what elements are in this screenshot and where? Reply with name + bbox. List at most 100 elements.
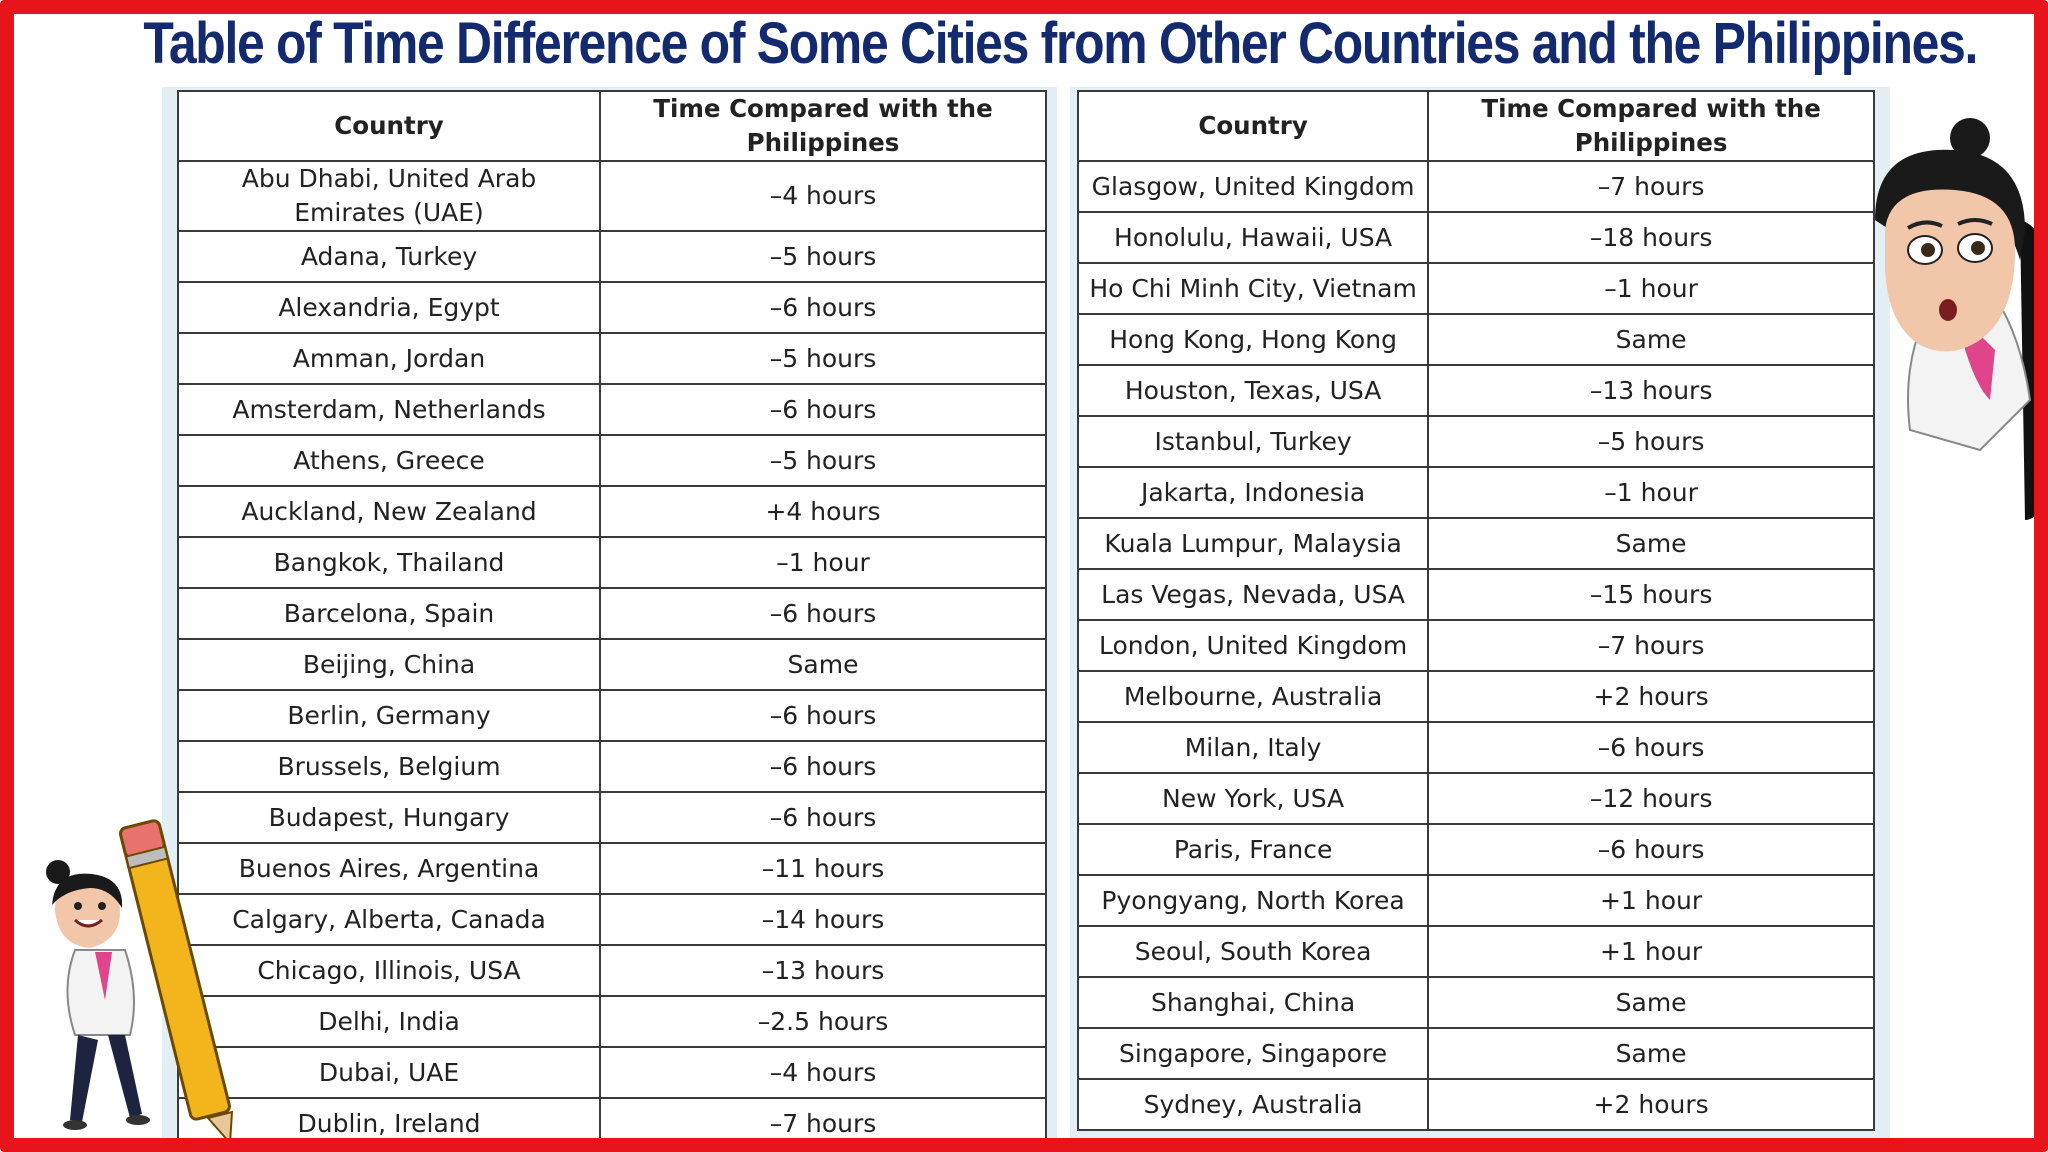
table-row: Hong Kong, Hong Kong Same (1076, 313, 1875, 366)
country-cell: Singapore, Singapore (1076, 1027, 1430, 1080)
time-difference-cell: +2 hours (1427, 1078, 1875, 1131)
table-row: Singapore, Singapore Same (1076, 1027, 1875, 1080)
time-difference-cell: Same (1427, 976, 1875, 1029)
time-difference-cell: Same (599, 638, 1047, 691)
time-difference-cell: Same (1427, 313, 1875, 366)
time-difference-cell: –1 hour (1427, 466, 1875, 519)
country-cell: Athens, Greece (176, 434, 602, 487)
country-cell: Hong Kong, Hong Kong (1076, 313, 1430, 366)
table-row: Jakarta, Indonesia –1 hour (1076, 466, 1875, 519)
country-cell: Melbourne, Australia (1076, 670, 1430, 723)
time-difference-cell: –5 hours (1427, 415, 1875, 468)
table-row: Houston, Texas, USA –13 hours (1076, 364, 1875, 417)
country-cell: Delhi, India (176, 995, 602, 1048)
time-difference-cell: –5 hours (599, 434, 1047, 487)
time-difference-cell: –1 hour (1427, 262, 1875, 315)
country-cell: Ho Chi Minh City, Vietnam (1076, 262, 1430, 315)
time-difference-table-left: Country Time Compared with the Philippin… (176, 90, 1047, 1150)
table-row: Kuala Lumpur, Malaysia Same (1076, 517, 1875, 570)
country-cell: Bangkok, Thailand (176, 536, 602, 589)
time-difference-cell: +4 hours (599, 485, 1047, 538)
country-cell: Alexandria, Egypt (176, 281, 602, 334)
country-cell: Jakarta, Indonesia (1076, 466, 1430, 519)
table-row: Alexandria, Egypt –6 hours (176, 281, 1047, 334)
time-difference-cell: –6 hours (599, 740, 1047, 793)
time-difference-cell: –18 hours (1427, 211, 1875, 264)
time-difference-cell: –5 hours (599, 332, 1047, 385)
country-cell: Istanbul, Turkey (1076, 415, 1430, 468)
time-difference-cell: –13 hours (1427, 364, 1875, 417)
table-row: Milan, Italy –6 hours (1076, 721, 1875, 774)
time-difference-cell: –4 hours (599, 1046, 1047, 1099)
girl-with-pencil-icon (46, 819, 234, 1145)
country-cell: Abu Dhabi, United Arab Emirates (UAE) (176, 160, 602, 232)
country-cell: Milan, Italy (1076, 721, 1430, 774)
country-cell: Barcelona, Spain (176, 587, 602, 640)
table-row: Amman, Jordan –5 hours (176, 332, 1047, 385)
time-difference-cell: –14 hours (599, 893, 1047, 946)
table-row: Bangkok, Thailand –1 hour (176, 536, 1047, 589)
country-cell: London, United Kingdom (1076, 619, 1430, 672)
table-body-left: Abu Dhabi, United Arab Emirates (UAE) –4 … (176, 160, 1047, 1150)
time-difference-cell: +1 hour (1427, 874, 1875, 927)
country-cell: Beijing, China (176, 638, 602, 691)
country-cell: Adana, Turkey (176, 230, 602, 283)
time-difference-cell: Same (1427, 1027, 1875, 1080)
table-row: New York, USA –12 hours (1076, 772, 1875, 825)
time-difference-cell: –6 hours (1427, 721, 1875, 774)
time-column-header: Time Compared with the Philippines (1427, 90, 1875, 162)
table-row: Auckland, New Zealand +4 hours (176, 485, 1047, 538)
country-cell: Brussels, Belgium (176, 740, 602, 793)
time-difference-cell: Same (1427, 517, 1875, 570)
table-row: Chicago, Illinois, USA –13 hours (176, 944, 1047, 997)
table-row: Dubai, UAE –4 hours (176, 1046, 1047, 1099)
table-row: London, United Kingdom –7 hours (1076, 619, 1875, 672)
time-difference-cell: –15 hours (1427, 568, 1875, 621)
table-row: Berlin, Germany –6 hours (176, 689, 1047, 742)
country-cell: Honolulu, Hawaii, USA (1076, 211, 1430, 264)
time-difference-cell: –7 hours (1427, 160, 1875, 213)
table-row: Calgary, Alberta, Canada –14 hours (176, 893, 1047, 946)
time-difference-cell: –12 hours (1427, 772, 1875, 825)
time-difference-cell: –6 hours (599, 689, 1047, 742)
table-row: Seoul, South Korea +1 hour (1076, 925, 1875, 978)
country-cell: Chicago, Illinois, USA (176, 944, 602, 997)
time-difference-table-right: Country Time Compared with the Philippin… (1076, 90, 1875, 1131)
table-row: Abu Dhabi, United Arab Emirates (UAE) –4 … (176, 160, 1047, 232)
country-cell: Paris, France (1076, 823, 1430, 876)
table-row: Paris, France –6 hours (1076, 823, 1875, 876)
country-cell: Sydney, Australia (1076, 1078, 1430, 1131)
table-row: Buenos Aires, Argentina –11 hours (176, 842, 1047, 895)
time-difference-cell: +2 hours (1427, 670, 1875, 723)
country-cell: Amman, Jordan (176, 332, 602, 385)
table-header-row: Country Time Compared with the Philippin… (1076, 90, 1875, 162)
country-cell: Glasgow, United Kingdom (1076, 160, 1430, 213)
table-row: Delhi, India –2.5 hours (176, 995, 1047, 1048)
table-row: Adana, Turkey –5 hours (176, 230, 1047, 283)
table-row: Honolulu, Hawaii, USA –18 hours (1076, 211, 1875, 264)
surprised-girl-peeking-icon (1875, 118, 2048, 520)
time-difference-cell: –6 hours (1427, 823, 1875, 876)
page-title: Table of Time Difference of Some Cities … (143, 11, 1978, 76)
time-difference-cell: –11 hours (599, 842, 1047, 895)
table-row: Pyongyang, North Korea +1 hour (1076, 874, 1875, 927)
country-cell: Calgary, Alberta, Canada (176, 893, 602, 946)
country-column-header: Country (176, 90, 602, 162)
table-row: Amsterdam, Netherlands –6 hours (176, 383, 1047, 436)
table-row: Dublin, Ireland –7 hours (176, 1097, 1047, 1150)
time-difference-cell: +1 hour (1427, 925, 1875, 978)
country-cell: Shanghai, China (1076, 976, 1430, 1029)
time-difference-cell: –6 hours (599, 281, 1047, 334)
table-row: Brussels, Belgium –6 hours (176, 740, 1047, 793)
country-cell: Seoul, South Korea (1076, 925, 1430, 978)
time-difference-cell: –1 hour (599, 536, 1047, 589)
table-header-row: Country Time Compared with the Philippin… (176, 90, 1047, 162)
table-row: Glasgow, United Kingdom –7 hours (1076, 160, 1875, 213)
table-row: Barcelona, Spain –6 hours (176, 587, 1047, 640)
table-row: Shanghai, China Same (1076, 976, 1875, 1029)
country-cell: Berlin, Germany (176, 689, 602, 742)
country-cell: Houston, Texas, USA (1076, 364, 1430, 417)
time-difference-cell: –6 hours (599, 587, 1047, 640)
country-cell: Las Vegas, Nevada, USA (1076, 568, 1430, 621)
table-row: Sydney, Australia +2 hours (1076, 1078, 1875, 1131)
